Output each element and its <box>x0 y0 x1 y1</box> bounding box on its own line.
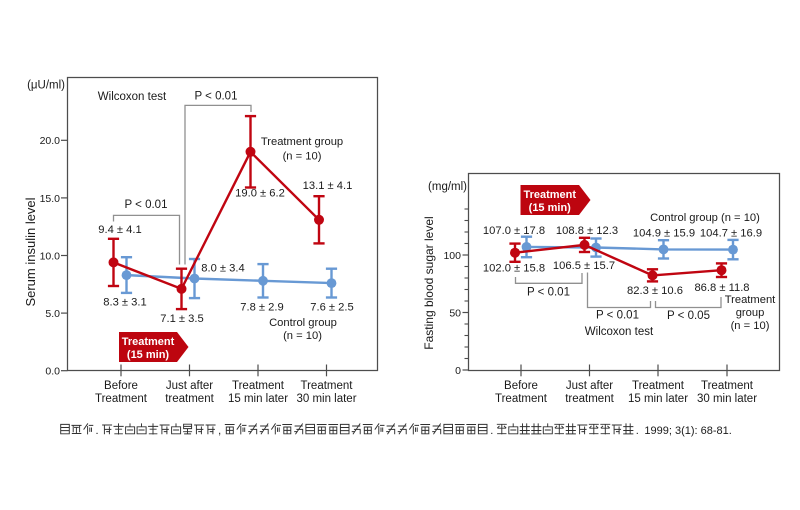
svg-text:Before: Before <box>504 380 538 392</box>
svg-text:Control group (n = 10): Control group (n = 10) <box>650 212 760 224</box>
svg-text:107.0 ± 17.8: 107.0 ± 17.8 <box>483 225 545 237</box>
svg-text:Treatment group: Treatment group <box>261 136 343 148</box>
svg-text:86.8 ± 11.8: 86.8 ± 11.8 <box>694 282 749 294</box>
svg-text:P < 0.05: P < 0.05 <box>667 310 710 322</box>
svg-text:50: 50 <box>449 307 461 319</box>
svg-text:(n = 10): (n = 10) <box>731 320 770 332</box>
svg-text:Treatment: Treatment <box>95 393 148 405</box>
svg-text:treatment: treatment <box>165 393 214 405</box>
svg-text:5.0: 5.0 <box>45 308 60 320</box>
svg-text:P < 0.01: P < 0.01 <box>195 91 238 103</box>
svg-text:Treatment: Treatment <box>701 380 754 392</box>
svg-text:Treatment: Treatment <box>232 380 285 392</box>
svg-text:Treatment: Treatment <box>725 294 776 306</box>
svg-text:Just after: Just after <box>166 380 213 392</box>
svg-text:Treatment: Treatment <box>495 393 548 405</box>
svg-text:P < 0.01: P < 0.01 <box>527 287 570 299</box>
svg-text:Serum insulin level: Serum insulin level <box>23 197 38 306</box>
svg-text:104.9 ± 15.9: 104.9 ± 15.9 <box>633 228 695 240</box>
svg-text:0.0: 0.0 <box>45 366 60 378</box>
svg-text:P < 0.01: P < 0.01 <box>596 310 639 322</box>
svg-text:(n = 10): (n = 10) <box>283 330 322 342</box>
svg-text:20.0: 20.0 <box>40 135 61 147</box>
svg-text:9.4 ± 4.1: 9.4 ± 4.1 <box>98 224 141 236</box>
svg-text:102.0 ± 15.8: 102.0 ± 15.8 <box>483 263 545 275</box>
svg-text:Wilcoxon test: Wilcoxon test <box>585 326 654 338</box>
svg-text:(μU/ml): (μU/ml) <box>27 80 65 92</box>
svg-text:100: 100 <box>443 250 461 262</box>
svg-text:treatment: treatment <box>565 393 614 405</box>
svg-text:7.6 ± 2.5: 7.6 ± 2.5 <box>310 302 353 314</box>
svg-text:108.8 ± 12.3: 108.8 ± 12.3 <box>556 225 618 237</box>
svg-text:Treatment: Treatment <box>301 380 354 392</box>
svg-text:13.1 ± 4.1: 13.1 ± 4.1 <box>303 180 353 192</box>
svg-text:.: . <box>490 425 493 437</box>
svg-text:15 min later: 15 min later <box>628 393 688 405</box>
svg-text:.: . <box>636 425 639 437</box>
svg-text:.: . <box>96 425 99 437</box>
svg-text:(mg/ml): (mg/ml) <box>428 181 467 193</box>
svg-text:Treatment: Treatment <box>122 336 175 348</box>
svg-text:(15 min): (15 min) <box>529 202 572 214</box>
svg-text:7.1 ± 3.5: 7.1 ± 3.5 <box>160 313 203 325</box>
svg-text:P < 0.01: P < 0.01 <box>125 199 168 211</box>
svg-text:19.0 ± 6.2: 19.0 ± 6.2 <box>235 188 285 200</box>
svg-text:group: group <box>736 307 765 319</box>
svg-text:Fasting blood sugar level: Fasting blood sugar level <box>422 216 436 349</box>
svg-text:1999; 3(1): 68-81.: 1999; 3(1): 68-81. <box>644 425 731 437</box>
svg-text:8.3 ± 3.1: 8.3 ± 3.1 <box>103 297 146 309</box>
svg-text:30 min later: 30 min later <box>697 393 757 405</box>
svg-text:Just after: Just after <box>566 380 613 392</box>
svg-text:10.0: 10.0 <box>40 250 61 262</box>
svg-text:(15 min): (15 min) <box>127 349 170 361</box>
svg-text:15 min later: 15 min later <box>228 393 288 405</box>
svg-text:Before: Before <box>104 380 138 392</box>
svg-text:15.0: 15.0 <box>40 193 61 205</box>
svg-text:8.0 ± 3.4: 8.0 ± 3.4 <box>201 263 244 275</box>
svg-text:104.7 ± 16.9: 104.7 ± 16.9 <box>700 228 762 240</box>
svg-text:Treatment: Treatment <box>523 189 576 201</box>
svg-text:(n = 10): (n = 10) <box>283 151 322 163</box>
svg-text:30 min later: 30 min later <box>296 393 356 405</box>
svg-text:82.3 ± 10.6: 82.3 ± 10.6 <box>627 285 683 297</box>
svg-text:,: , <box>218 425 221 437</box>
svg-text:Treatment: Treatment <box>632 380 685 392</box>
svg-text:Wilcoxon test: Wilcoxon test <box>98 91 167 103</box>
svg-text:7.8 ± 2.9: 7.8 ± 2.9 <box>240 302 283 314</box>
svg-text:Control group: Control group <box>269 317 337 329</box>
svg-text:0: 0 <box>455 365 461 377</box>
svg-text:106.5 ± 15.7: 106.5 ± 15.7 <box>553 260 615 272</box>
